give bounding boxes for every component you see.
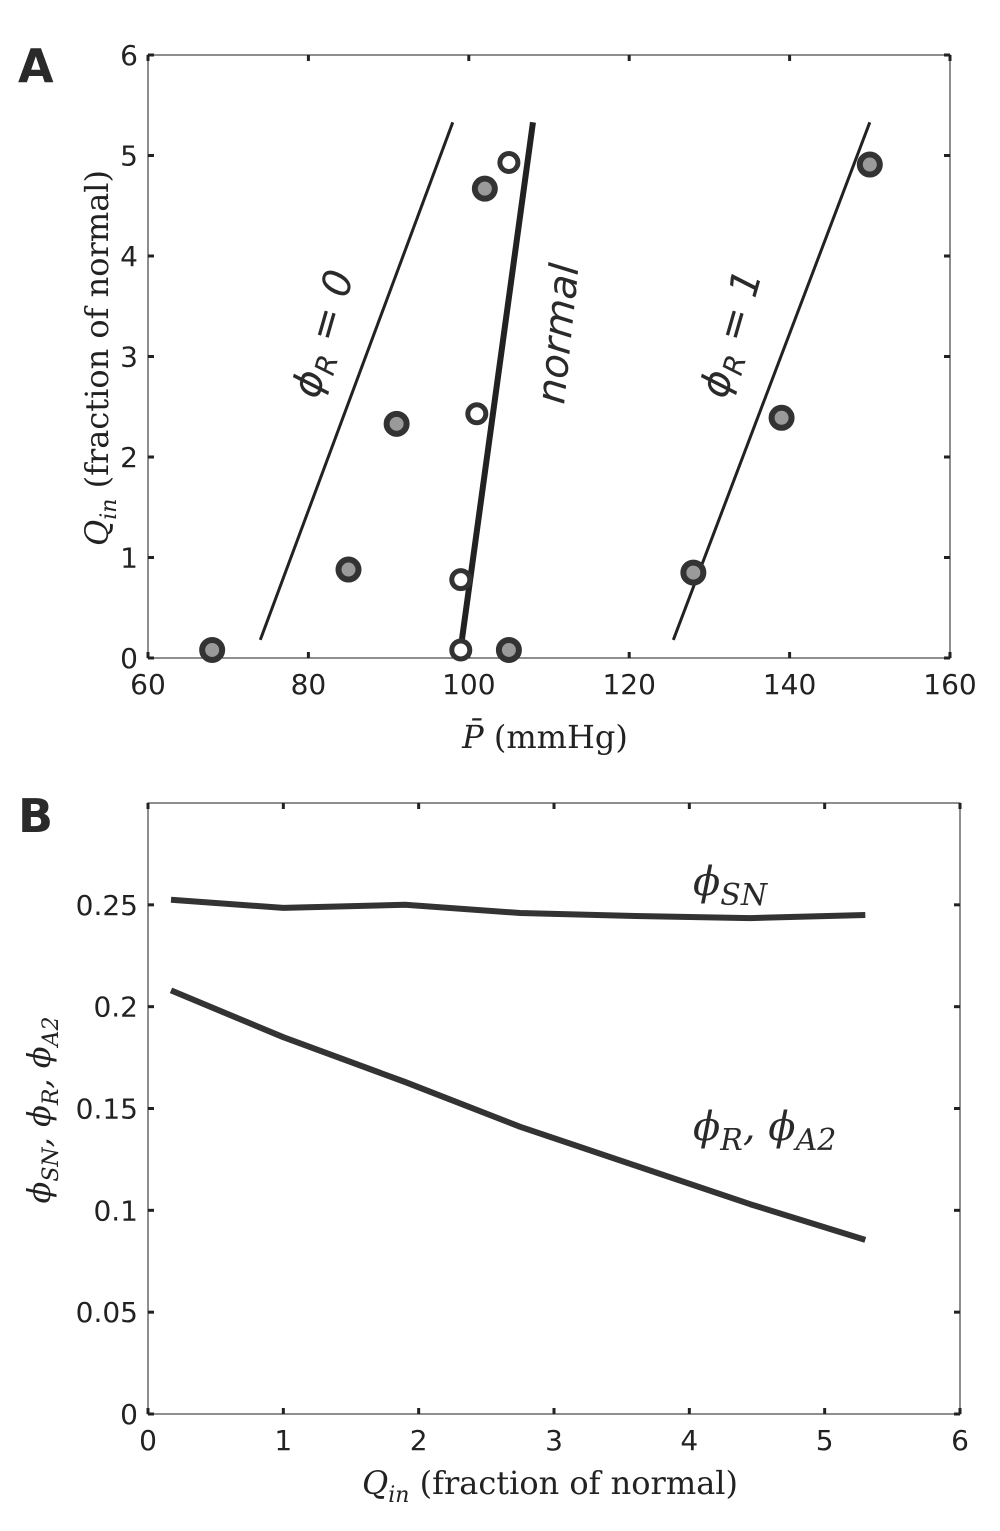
panel-a-label-phi-r-1: ϕR = 1 <box>691 265 776 404</box>
panel-b-label-phi-r-a2: ϕR, ϕA2 <box>693 1104 836 1158</box>
panel-b-y-tick-label: 0.2 <box>93 991 138 1024</box>
panel-a-line-normal <box>457 121 536 649</box>
panel-a-point-filled <box>856 151 883 178</box>
panel-b-y-tick-label: 0.05 <box>76 1296 138 1329</box>
panel-b-y-tick-label: 0.1 <box>93 1194 138 1227</box>
panel-a-y-tick-label: 0 <box>120 642 138 675</box>
panel-a-line-phi-r-1 <box>671 121 872 641</box>
panel-a-point-filled <box>335 556 362 583</box>
panel-b-y-axis-label: ϕSN, ϕR, ϕA2 <box>20 1017 64 1204</box>
panel-a-point-open <box>465 402 489 426</box>
panel-a-x-axis-label: P̄ (mmHg) <box>461 718 628 756</box>
panel-a-y-axis-label: Qin (fraction of normal) <box>78 170 122 546</box>
panel-a-y-tick-label: 5 <box>120 140 138 173</box>
panel-a-point-open <box>449 568 473 592</box>
panel-b-x-axis-label: Qin (fraction of normal) <box>362 1464 738 1508</box>
panel-a-point-open <box>497 151 521 175</box>
panel-a-x-tick-label: 160 <box>923 668 976 701</box>
panel-a-x-tick-label: 100 <box>442 668 495 701</box>
panel-a-x-tick-label: 80 <box>291 668 327 701</box>
panel-a-point-filled <box>383 410 410 437</box>
panel-a-x-tick-label: 140 <box>763 668 816 701</box>
panel-a-line-phi-r-0 <box>258 121 455 641</box>
panel-a-x-tick-label: 60 <box>130 668 166 701</box>
panel-b-plot-frame <box>147 802 961 1415</box>
panel-a-point-filled <box>768 404 795 431</box>
panel-a-label-normal: normal <box>528 261 588 406</box>
panel-a-letter: A <box>18 39 54 93</box>
panel-a-y-tick-label: 4 <box>120 240 138 273</box>
panel-b-y-tick-label: 0.15 <box>76 1093 138 1126</box>
panel-a-y-tick-label: 6 <box>120 39 138 72</box>
panel-a-point-open <box>449 638 473 662</box>
panel-b: B 0 1 2 3 4 5 6 0 0.05 0.1 0.15 0.2 0.25 Qin (fractio… <box>18 789 969 1508</box>
panel-b-y-tick-label: 0.25 <box>76 889 138 922</box>
panel-a-y-tick-label: 3 <box>120 341 138 374</box>
panel-a-y-tick-label: 2 <box>120 441 138 474</box>
panel-b-x-tick-label: 2 <box>410 1424 428 1457</box>
panel-b-x-tick-label: 6 <box>951 1424 969 1457</box>
panel-b-y-tick-label: 0 <box>120 1398 138 1431</box>
panel-a-point-filled <box>199 636 226 663</box>
panel-b-x-tick-label: 0 <box>139 1424 157 1457</box>
panel-a-point-filled <box>680 559 707 586</box>
panel-b-x-tick-label: 1 <box>274 1424 292 1457</box>
panel-a-y-tick-label: 1 <box>120 542 138 575</box>
panel-b-letter: B <box>18 789 53 843</box>
panel-b-x-tick-label: 5 <box>816 1424 834 1457</box>
panel-b-x-tick-label: 4 <box>680 1424 698 1457</box>
panel-a-point-filled <box>495 636 522 663</box>
panel-b-series-phi-sn <box>170 896 866 922</box>
panel-a: A 60 80 100 120 140 160 0 1 2 3 4 5 6 P̄ (mmHg) Qin (f… <box>18 39 977 756</box>
panel-a-x-tick-label: 120 <box>602 668 655 701</box>
panel-b-label-phi-sn: ϕSN <box>693 859 769 913</box>
panel-a-point-filled <box>471 175 498 202</box>
panel-b-series-phi-r-a2 <box>169 987 867 1243</box>
panel-b-x-tick-label: 3 <box>545 1424 563 1457</box>
